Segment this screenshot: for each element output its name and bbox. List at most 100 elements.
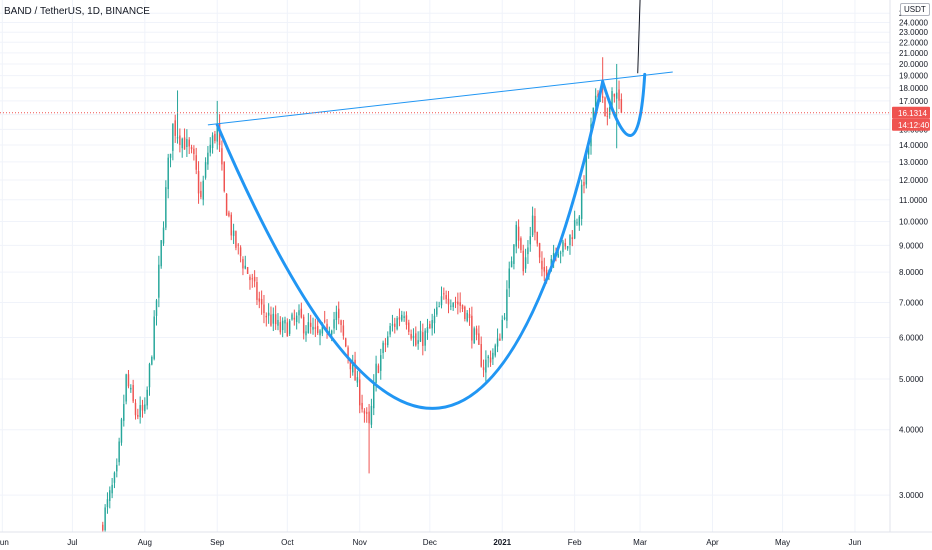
- time-axis-ticks: Jun Jul Aug Sep Oct Nov Dec 2021 Feb Mar Apr May Jun: [0, 538, 861, 547]
- candle: [293, 309, 296, 326]
- candle: [403, 311, 405, 322]
- candle-body: [111, 484, 113, 494]
- candle-body: [307, 322, 310, 334]
- candle: [190, 144, 193, 154]
- candle-body: [286, 322, 289, 337]
- last-price-value: 16.1314: [898, 109, 927, 118]
- candle: [618, 80, 620, 110]
- candle-body: [118, 441, 120, 463]
- candle-body: [403, 316, 405, 318]
- candle-body: [141, 404, 144, 411]
- candle-body: [225, 193, 228, 216]
- candle-body: [552, 252, 555, 260]
- candle-body: [251, 278, 254, 280]
- candle-body: [578, 216, 581, 226]
- currency-badge[interactable]: USDT: [900, 3, 930, 16]
- candle-body: [326, 323, 328, 333]
- candle: [583, 175, 585, 194]
- candle: [606, 107, 609, 126]
- candle-body: [387, 336, 389, 346]
- candle: [464, 305, 466, 322]
- price-tick-label: 5.0000: [899, 375, 924, 384]
- candle: [209, 137, 211, 157]
- candle-body: [302, 316, 305, 334]
- candle: [181, 137, 183, 158]
- candle-body: [597, 93, 599, 98]
- candle-body: [165, 187, 167, 228]
- candle: [267, 303, 270, 324]
- candle: [263, 294, 265, 324]
- candle: [253, 270, 256, 288]
- candle-body: [473, 328, 475, 344]
- candle-body: [515, 224, 517, 247]
- candle-body: [244, 265, 246, 269]
- candle: [384, 338, 387, 353]
- candle: [176, 90, 179, 144]
- candle-body: [562, 241, 564, 253]
- candle-body: [148, 363, 151, 388]
- candle-body: [398, 317, 401, 320]
- candle-body: [494, 345, 496, 356]
- candle-body: [242, 259, 244, 269]
- candle-body: [258, 298, 261, 302]
- candle-body: [545, 269, 548, 277]
- candle: [160, 240, 162, 269]
- candle: [508, 261, 510, 298]
- candle-body: [153, 316, 155, 359]
- candle: [279, 316, 282, 335]
- symbol-title: BAND / TetherUS, 1D, BINANCE: [4, 6, 150, 17]
- candle: [506, 280, 508, 329]
- candle: [106, 492, 109, 514]
- candle-body: [330, 330, 333, 335]
- candle-body: [167, 157, 169, 189]
- candle-body: [253, 276, 256, 282]
- candle: [326, 319, 328, 339]
- candle: [398, 308, 401, 327]
- candle-body: [499, 338, 501, 341]
- candle-body: [228, 212, 230, 216]
- candle-body: [207, 152, 209, 165]
- candle-body: [361, 402, 363, 410]
- candle-body: [394, 323, 396, 327]
- price-tick-label: 7.0000: [899, 299, 924, 308]
- candle-body: [230, 214, 232, 236]
- candle-body: [132, 385, 134, 402]
- candle: [132, 379, 134, 404]
- candle-body: [174, 120, 176, 136]
- candle: [109, 486, 111, 509]
- candle-body: [426, 327, 429, 333]
- candle: [426, 318, 429, 340]
- candle-body: [559, 252, 562, 254]
- candle: [382, 340, 384, 359]
- candle-body: [508, 268, 510, 289]
- candle-body: [468, 314, 471, 319]
- candle-body: [314, 327, 317, 329]
- candle-body: [356, 377, 359, 383]
- candle-body: [291, 314, 293, 320]
- price-tick-label: 9.0000: [899, 241, 924, 250]
- candle-body: [195, 155, 197, 170]
- price-tick-label: 22.0000: [899, 38, 928, 47]
- candle-body: [459, 302, 461, 306]
- candle-body: [288, 320, 291, 334]
- candle-body: [429, 323, 431, 329]
- price-tick-label: 13.0000: [899, 158, 928, 167]
- candle: [538, 242, 541, 264]
- candle: [221, 140, 223, 171]
- candle-body: [401, 314, 403, 321]
- countdown-value: 14:12:40: [898, 121, 930, 130]
- candle: [370, 398, 373, 429]
- price-tick-label: 17.0000: [899, 97, 928, 106]
- candle-body: [106, 499, 109, 508]
- candle-body: [274, 314, 277, 325]
- candle-body: [321, 323, 324, 334]
- candle-body: [608, 107, 611, 115]
- candle: [305, 325, 307, 342]
- candle-body: [186, 139, 188, 148]
- candle: [576, 218, 578, 226]
- candle-body: [340, 320, 342, 325]
- candle-body: [496, 338, 499, 347]
- candle-body: [279, 322, 282, 333]
- candle-body: [162, 227, 165, 244]
